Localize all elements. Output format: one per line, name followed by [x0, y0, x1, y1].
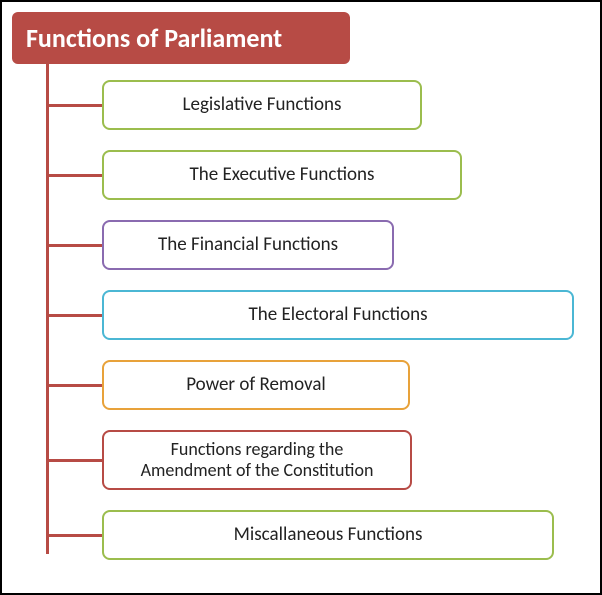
connector-branch: [46, 174, 102, 177]
connector-branch: [46, 384, 102, 387]
function-node-label: Power of Removal: [186, 374, 326, 396]
function-node: Legislative Functions: [102, 80, 422, 130]
connector-branch: [46, 459, 102, 462]
function-node: The Electoral Functions: [102, 290, 574, 340]
function-node: The Financial Functions: [102, 220, 394, 270]
connector-stem: [46, 64, 49, 554]
diagram-title-text: Functions of Parliament: [26, 22, 282, 54]
function-node-label: The Electoral Functions: [248, 304, 427, 326]
connector-branch: [46, 314, 102, 317]
function-node: The Executive Functions: [102, 150, 462, 200]
function-node-label: The Financial Functions: [158, 234, 338, 256]
connector-branch: [46, 534, 102, 537]
connector-branch: [46, 244, 102, 247]
function-node-label: The Executive Functions: [190, 164, 375, 186]
function-node: Power of Removal: [102, 360, 410, 410]
function-node: Functions regarding the Amendment of the…: [102, 430, 412, 490]
connector-branch: [46, 104, 102, 107]
function-node-label: Miscallaneous Functions: [234, 524, 423, 546]
function-node-label: Functions regarding the Amendment of the…: [141, 439, 374, 480]
function-node-label: Legislative Functions: [183, 94, 342, 116]
diagram-frame: Functions of Parliament Legislative Func…: [0, 0, 602, 595]
diagram-title: Functions of Parliament: [12, 12, 350, 64]
function-node: Miscallaneous Functions: [102, 510, 554, 560]
